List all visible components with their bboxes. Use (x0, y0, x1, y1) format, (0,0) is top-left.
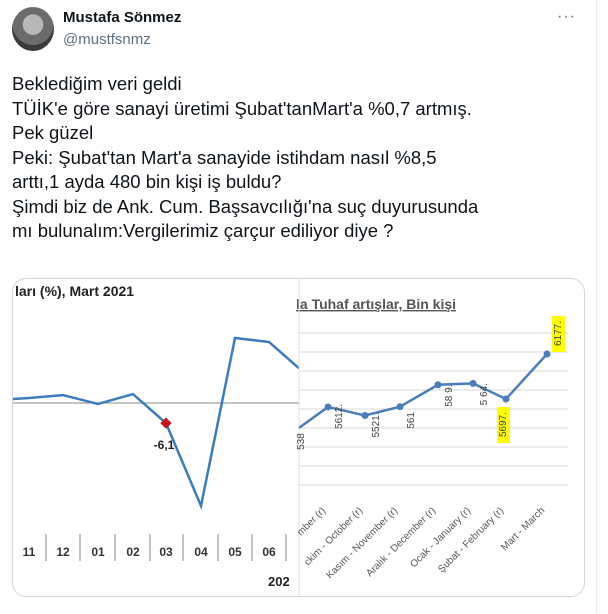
data-point (543, 350, 551, 358)
x-tick-label: 12 (56, 545, 70, 559)
data-label: 5612. (334, 404, 345, 429)
tweet-text: Beklediğim veri geldi TÜİK'e göre sanayi… (12, 72, 602, 244)
tweet-line: Beklediğim veri geldi (12, 73, 182, 94)
data-point (434, 381, 442, 389)
series-line (298, 353, 548, 429)
tweet-media[interactable]: ları (%), Mart 2021 la Tuhaf artışlar, B… (12, 278, 585, 597)
data-label: 538 (296, 433, 307, 450)
data-label: 5521. (371, 412, 382, 437)
x-tick-label: mber (r) (295, 505, 328, 538)
tweet-line: Peki: Şubat'tan Mart'a sanayide istihdam… (12, 146, 437, 168)
x-tick-label: 11 (23, 545, 36, 559)
series-line (13, 336, 300, 511)
data-marker (160, 417, 172, 429)
divider (596, 0, 597, 614)
right-chart-title: la Tuhaf artışlar, Bin kişi (296, 296, 456, 312)
tweet-line: arttı,1 ayda 480 bin kişi iş buldu? (12, 171, 282, 192)
data-label: 5 64. (479, 383, 490, 405)
data-point (502, 395, 510, 403)
tweet-line: Şimdi biz de Ank. Cum. Başsavcılığı'na s… (12, 195, 479, 217)
data-point (324, 403, 332, 411)
x-tick-label: Şubat - February (r) (436, 505, 506, 575)
x-tick-label: Aralık - December (r) (364, 505, 438, 579)
data-label: 5697. (498, 412, 509, 437)
tweet-line: Pek güzel (12, 122, 94, 143)
tweet-line: TÜİK'e göre sanayi üretimi Şubat'tanMart… (12, 97, 472, 119)
data-label: 561 (406, 412, 417, 429)
x-tick-label: 02 (126, 545, 140, 559)
data-label: 6177. (553, 321, 564, 346)
x-tick-label: Mart - March (499, 505, 547, 553)
author-handle[interactable]: @mustfsnmz (63, 31, 151, 48)
label-highlight (497, 407, 510, 443)
x-tick-label: 04 (194, 545, 208, 559)
avatar[interactable] (12, 7, 54, 51)
ellipsis-icon[interactable]: ··· (557, 8, 576, 25)
left-year-label: 202 (268, 574, 290, 589)
x-tick-label: Kasım - November (r) (324, 505, 400, 581)
x-tick-label: Ocak - January (r) (408, 505, 473, 570)
data-label: 58 9. (444, 385, 455, 407)
x-tick-label: 05 (228, 545, 242, 559)
x-tick-label: 06 (262, 545, 276, 559)
author-name[interactable]: Mustafa Sönmez (63, 9, 182, 26)
x-tick-label: 03 (159, 545, 173, 559)
x-tick-label: 01 (91, 545, 105, 559)
data-label: -6,1 (154, 438, 175, 452)
tweet-line: mı bulunalım:Vergilerimiz çarçur ediliyo… (12, 220, 394, 241)
label-highlight (552, 316, 565, 352)
media-charts: ları (%), Mart 2021 la Tuhaf artışlar, B… (13, 279, 568, 596)
data-point (361, 412, 369, 419)
data-point (396, 403, 404, 411)
left-chart-title: ları (%), Mart 2021 (15, 283, 134, 299)
data-point (469, 379, 477, 387)
